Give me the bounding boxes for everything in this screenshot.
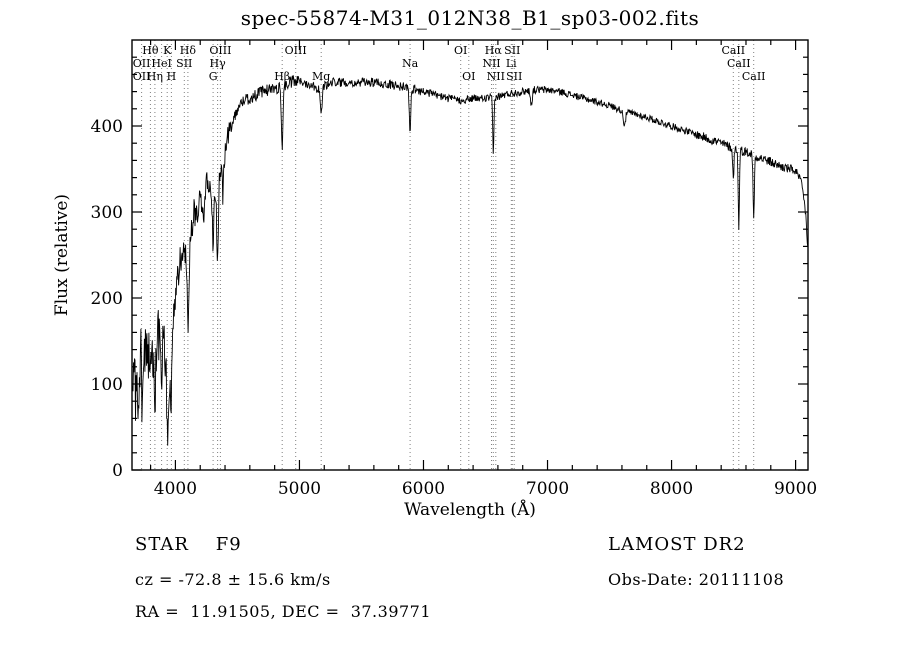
spectrum-trace bbox=[131, 75, 809, 446]
x-tick-label: 8000 bbox=[650, 479, 693, 499]
x-tick-label: 6000 bbox=[402, 479, 445, 499]
spectral-line-label: NII bbox=[482, 57, 500, 70]
x-axis-label: Wavelength (Å) bbox=[404, 500, 536, 520]
spectral-line-label: NII bbox=[487, 70, 505, 83]
spectral-line-label: Hγ bbox=[210, 57, 227, 70]
spectral-line-label: Li bbox=[506, 57, 517, 70]
spectral-line-label: Hβ bbox=[274, 70, 290, 83]
plot-frame bbox=[131, 39, 809, 471]
y-tick-label: 0 bbox=[112, 461, 123, 481]
plot-title: spec-55874-M31_012N38_B1_sp03-002.fits bbox=[240, 6, 700, 30]
spectral-line-label: SII bbox=[506, 70, 522, 83]
spectral-line-label: G bbox=[209, 70, 218, 83]
spectral-line-label: OI bbox=[454, 44, 467, 57]
x-tick-label: 9000 bbox=[774, 479, 817, 499]
spectral-line-label: Hη bbox=[147, 70, 163, 83]
spectral-line-label: OII bbox=[133, 57, 151, 70]
y-tick-label: 100 bbox=[91, 375, 123, 395]
cz-velocity-label: cz = -72.8 ± 15.6 km/s bbox=[135, 570, 331, 589]
spectral-line-label: CaII bbox=[721, 44, 745, 57]
x-tick-label: 4000 bbox=[154, 479, 197, 499]
spectral-line-label: Hθ bbox=[142, 44, 159, 57]
survey-release-label: LAMOST DR2 bbox=[608, 534, 746, 555]
spectral-line-label: SII bbox=[504, 44, 520, 57]
spectral-line-label: HeI bbox=[151, 57, 171, 70]
spectral-line-label: CaII bbox=[727, 57, 751, 70]
spectral-line-label: OI bbox=[462, 70, 475, 83]
spectral-line-label: Hδ bbox=[180, 44, 197, 57]
ra-dec-label: RA = 11.91505, DEC = 37.39771 bbox=[135, 602, 432, 621]
spectral-line-label: Na bbox=[402, 57, 419, 70]
spectral-line-label: Mg bbox=[312, 70, 330, 83]
spectral-line-label: OIII bbox=[209, 44, 231, 57]
x-tick-label: 5000 bbox=[278, 479, 321, 499]
spectral-line-label: K bbox=[163, 44, 172, 57]
object-class-label: STAR F9 bbox=[135, 534, 242, 555]
spectral-line-label: Hα bbox=[485, 44, 503, 57]
x-tick-label: 7000 bbox=[526, 479, 569, 499]
y-tick-label: 300 bbox=[91, 203, 123, 223]
spectral-line-label: OIII bbox=[285, 44, 307, 57]
obs-date-label: Obs-Date: 20111108 bbox=[608, 570, 785, 589]
y-tick-label: 200 bbox=[91, 289, 123, 309]
spectral-line-label: H bbox=[167, 70, 177, 83]
spectral-line-label: OII bbox=[133, 70, 151, 83]
spectral-line-label: SII bbox=[176, 57, 192, 70]
y-tick-label: 400 bbox=[91, 117, 123, 137]
spectral-line-label: CaII bbox=[742, 70, 766, 83]
